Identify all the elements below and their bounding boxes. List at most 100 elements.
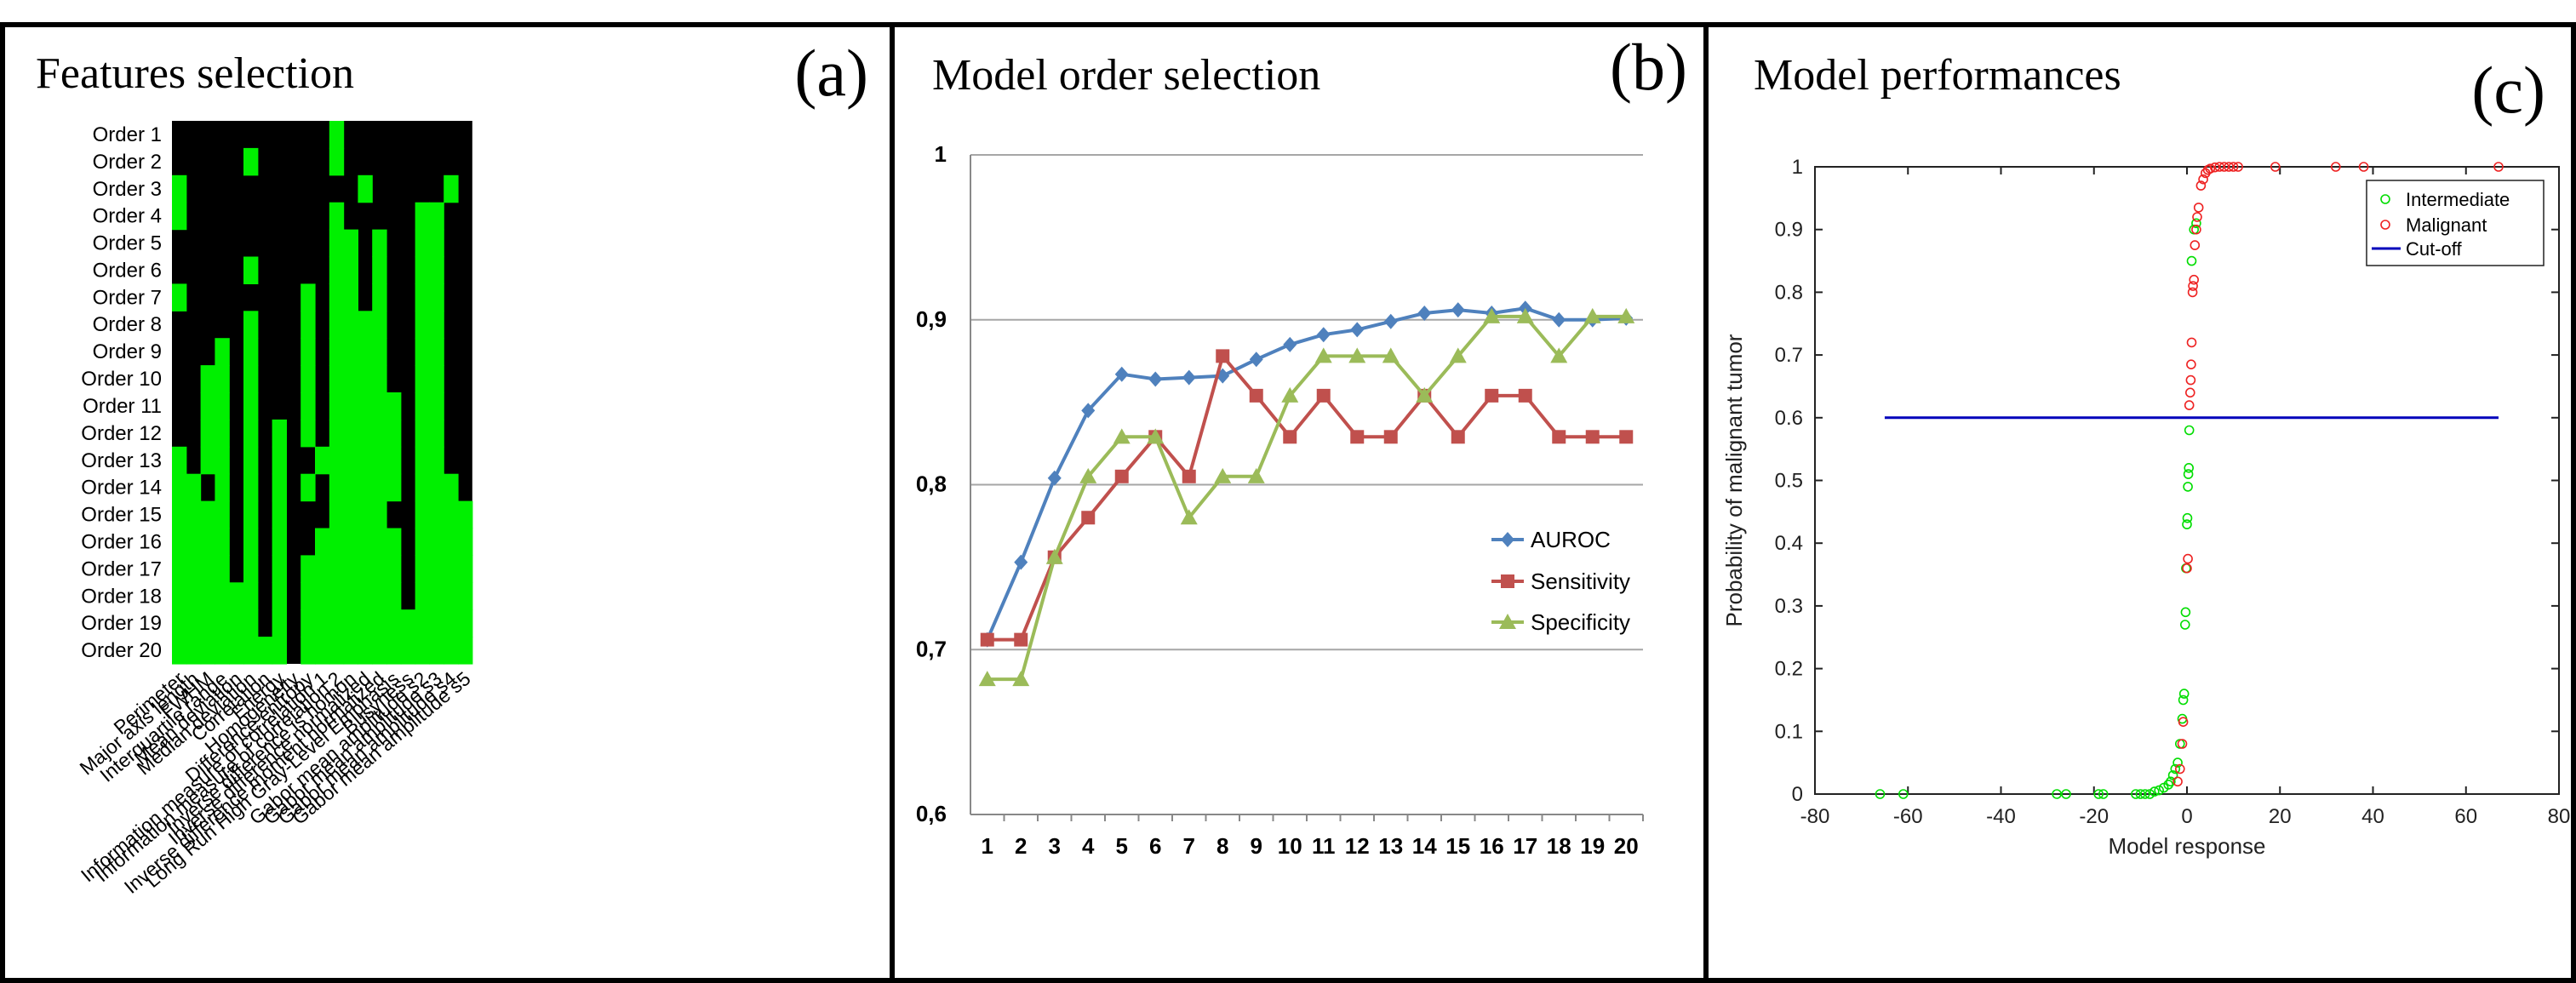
- heatmap-cell: [172, 446, 187, 475]
- data-point: [1451, 430, 1465, 444]
- heatmap-cell: [358, 174, 373, 203]
- intermediate-point: [2144, 789, 2155, 799]
- row-label: Order 19: [81, 612, 162, 635]
- data-point: [1014, 554, 1028, 570]
- x-tick-label: 15: [1445, 833, 1470, 859]
- heatmap-cell: [372, 419, 387, 448]
- malignant-point: [2198, 174, 2208, 185]
- intermediate-point: [2135, 789, 2146, 799]
- heatmap-cell: [343, 555, 358, 583]
- data-point: [1182, 469, 1196, 483]
- row-label: Order 16: [81, 531, 162, 554]
- heatmap-cell: [372, 637, 387, 665]
- heatmap-cell: [215, 446, 230, 475]
- intermediate-point: [2180, 620, 2190, 630]
- panel-b-letter: (b): [1610, 30, 1687, 104]
- y-tick-label: 0,6: [916, 801, 947, 826]
- heatmap-cell: [429, 446, 444, 475]
- heatmap-cell: [329, 229, 345, 258]
- legend-marker: [1499, 614, 1516, 629]
- heatmap-cell: [444, 609, 459, 637]
- heatmap-cell: [343, 311, 358, 339]
- intermediate-point: [2184, 425, 2195, 436]
- intermediate-point: [2184, 462, 2194, 473]
- heatmap-cell: [444, 582, 459, 610]
- heatmap-cell: [415, 311, 430, 339]
- heatmap-cell: [243, 555, 259, 583]
- heatmap-cell: [386, 582, 402, 610]
- heatmap-cell: [358, 392, 373, 420]
- row-label: Order 5: [93, 232, 162, 255]
- intermediate-point: [2182, 519, 2192, 529]
- heatmap-cell: [386, 446, 402, 475]
- heatmap-cell: [229, 609, 244, 637]
- heatmap-cell: [329, 555, 345, 583]
- heatmap-cell: [200, 582, 215, 610]
- y-tick-label: 1: [1792, 156, 1803, 179]
- heatmap-cell: [200, 392, 215, 420]
- intermediate-point: [2191, 218, 2201, 229]
- heatmap-cell: [358, 582, 373, 610]
- heatmap-cell: [444, 500, 459, 529]
- heatmap-cell: [315, 609, 330, 637]
- intermediate-point: [2183, 482, 2193, 492]
- heatmap-cell: [186, 500, 202, 529]
- data-point: [1283, 336, 1297, 352]
- malignant-point: [2175, 763, 2185, 774]
- heatmap-cell: [386, 609, 402, 637]
- intermediate-point: [2131, 789, 2141, 799]
- y-tick-label: 0.2: [1775, 658, 1803, 681]
- data-point: [1045, 548, 1063, 564]
- heatmap-cell: [257, 637, 273, 665]
- data-point: [1382, 347, 1400, 363]
- data-point: [1114, 469, 1129, 483]
- heatmap-cell: [272, 582, 287, 610]
- heatmap-cell: [343, 365, 358, 393]
- heatmap-cell: [343, 256, 358, 284]
- legend-label: Intermediate: [2406, 189, 2510, 210]
- heatmap-cell: [243, 582, 259, 610]
- heatmap-cell: [200, 528, 215, 556]
- intermediate-point: [2170, 763, 2181, 774]
- data-point: [1619, 430, 1634, 444]
- malignant-point: [2493, 162, 2504, 172]
- heatmap-cell: [329, 147, 345, 176]
- heatmap-cell: [444, 637, 459, 665]
- data-point: [1550, 347, 1568, 363]
- data-point: [980, 632, 994, 647]
- heatmap-cell: [172, 202, 187, 231]
- data-point: [1113, 428, 1131, 444]
- x-tick-label: 19: [1580, 833, 1605, 859]
- panel-a-title: Features selection: [36, 49, 354, 98]
- heatmap-cell: [272, 555, 287, 583]
- row-label: Order 20: [81, 639, 162, 662]
- intermediate-point: [2052, 789, 2062, 799]
- heatmap-cell: [186, 473, 202, 502]
- malignant-point: [2270, 162, 2281, 172]
- heatmap-cell: [243, 528, 259, 556]
- malignant-point: [2224, 162, 2234, 172]
- heatmap-cell: [301, 419, 316, 448]
- data-point: [978, 671, 996, 687]
- heatmap-cell: [372, 365, 387, 393]
- heatmap-cell: [429, 392, 444, 420]
- data-point: [1383, 430, 1398, 444]
- heatmap-cell: [415, 202, 430, 231]
- data-point: [1314, 347, 1332, 363]
- heatmap-cell: [200, 637, 215, 665]
- x-tick-label: 12: [1345, 833, 1370, 859]
- y-tick-label: 1: [935, 141, 947, 167]
- plot-area: [1814, 166, 2560, 795]
- heatmap-cell: [372, 473, 387, 502]
- data-point: [1182, 369, 1196, 386]
- heatmap-cell: [372, 392, 387, 420]
- data-point: [1081, 511, 1096, 525]
- heatmap-cell: [243, 365, 259, 393]
- heatmap-cell: [372, 609, 387, 637]
- data-point: [1147, 428, 1165, 444]
- data-point: [1383, 313, 1398, 329]
- data-point: [1449, 347, 1467, 363]
- data-point: [1451, 302, 1465, 318]
- heatmap-cell: [172, 473, 187, 502]
- row-label: Order 13: [81, 449, 162, 472]
